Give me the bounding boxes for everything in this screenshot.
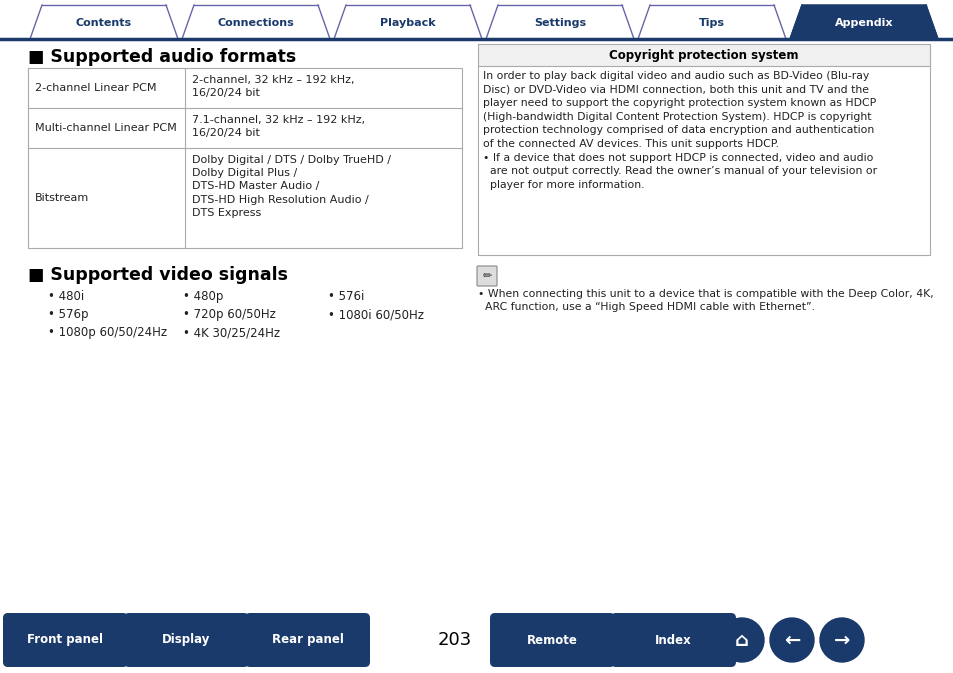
Text: 2-channel, 32 kHz – 192 kHz,
16/20/24 bit: 2-channel, 32 kHz – 192 kHz, 16/20/24 bi… xyxy=(192,75,355,98)
Text: Multi-channel Linear PCM: Multi-channel Linear PCM xyxy=(35,123,176,133)
Text: Remote: Remote xyxy=(526,633,578,647)
Text: Front panel: Front panel xyxy=(28,633,103,647)
Text: 2-channel Linear PCM: 2-channel Linear PCM xyxy=(35,83,156,93)
Text: • 4K 30/25/24Hz: • 4K 30/25/24Hz xyxy=(183,326,280,339)
Polygon shape xyxy=(485,5,634,39)
Text: ■ Supported audio formats: ■ Supported audio formats xyxy=(28,48,296,66)
Polygon shape xyxy=(30,5,178,39)
Text: Display: Display xyxy=(162,633,211,647)
FancyBboxPatch shape xyxy=(124,613,249,667)
FancyBboxPatch shape xyxy=(490,613,615,667)
Text: In order to play back digital video and audio such as BD-Video (Blu-ray
Disc) or: In order to play back digital video and … xyxy=(482,71,876,190)
FancyBboxPatch shape xyxy=(610,613,735,667)
Text: Tips: Tips xyxy=(699,18,724,28)
Text: 203: 203 xyxy=(437,631,472,649)
Text: • 480p: • 480p xyxy=(183,290,223,303)
Circle shape xyxy=(720,618,763,662)
Text: Playback: Playback xyxy=(380,18,436,28)
Text: • 576p: • 576p xyxy=(48,308,89,321)
Text: Bitstream: Bitstream xyxy=(35,193,90,203)
FancyBboxPatch shape xyxy=(245,613,370,667)
Polygon shape xyxy=(638,5,785,39)
FancyBboxPatch shape xyxy=(3,613,128,667)
Text: Appendix: Appendix xyxy=(834,18,892,28)
Text: • When connecting this unit to a device that is compatible with the Deep Color, : • When connecting this unit to a device … xyxy=(477,289,933,312)
Text: 7.1-channel, 32 kHz – 192 kHz,
16/20/24 bit: 7.1-channel, 32 kHz – 192 kHz, 16/20/24 … xyxy=(192,115,365,138)
Text: Contents: Contents xyxy=(76,18,132,28)
FancyBboxPatch shape xyxy=(476,266,497,286)
Text: ←: ← xyxy=(783,631,800,649)
Polygon shape xyxy=(334,5,481,39)
Text: Rear panel: Rear panel xyxy=(272,633,343,647)
Text: Dolby Digital / DTS / Dolby TrueHD /
Dolby Digital Plus /
DTS-HD Master Audio /
: Dolby Digital / DTS / Dolby TrueHD / Dol… xyxy=(192,155,391,218)
Text: • 1080i 60/50Hz: • 1080i 60/50Hz xyxy=(328,308,423,321)
Polygon shape xyxy=(182,5,330,39)
Text: ⌂: ⌂ xyxy=(734,631,748,649)
Text: Index: Index xyxy=(655,633,691,647)
Text: • 1080p 60/50/24Hz: • 1080p 60/50/24Hz xyxy=(48,326,167,339)
Circle shape xyxy=(820,618,863,662)
Text: ✏: ✏ xyxy=(482,271,491,281)
Text: • 720p 60/50Hz: • 720p 60/50Hz xyxy=(183,308,275,321)
Text: • 480i: • 480i xyxy=(48,290,84,303)
Text: • 576i: • 576i xyxy=(328,290,364,303)
Text: Connections: Connections xyxy=(217,18,294,28)
Circle shape xyxy=(769,618,813,662)
Polygon shape xyxy=(789,5,937,39)
Text: ■ Supported video signals: ■ Supported video signals xyxy=(28,266,288,284)
Bar xyxy=(477,44,929,66)
Text: →: → xyxy=(833,631,849,649)
Text: Settings: Settings xyxy=(534,18,585,28)
Text: Copyright protection system: Copyright protection system xyxy=(609,48,798,61)
